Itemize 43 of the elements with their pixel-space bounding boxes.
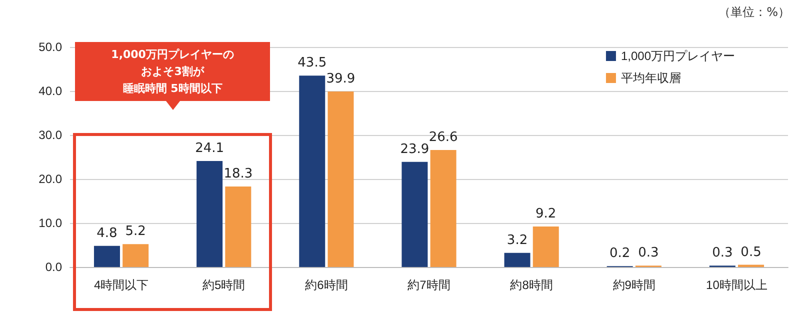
x-tick-label: 約6時間 — [305, 278, 348, 292]
data-label: 0.5 — [740, 244, 762, 260]
x-tick-label: 約7時間 — [408, 278, 450, 292]
bar — [196, 160, 223, 267]
data-label: 0.3 — [712, 246, 733, 261]
bar — [430, 150, 456, 267]
legend-label: 1,000万円プレイヤー — [620, 49, 735, 63]
data-label: 4.8 — [96, 226, 118, 241]
bar — [532, 226, 559, 267]
x-tick-label: 約9時間 — [612, 278, 656, 292]
bar — [328, 91, 354, 267]
data-label: 43.5 — [298, 56, 327, 71]
data-label: 23.9 — [400, 142, 430, 157]
y-tick-label: 40.0 — [38, 84, 62, 98]
text: （単位：%） — [718, 4, 790, 21]
y-tick-label: 0.0 — [45, 260, 62, 274]
data-label: 26.6 — [428, 130, 458, 145]
x-tick-label: 10時間以上 — [706, 278, 768, 292]
data-label: 5.2 — [125, 224, 146, 240]
x-tick-label: 約5時間 — [202, 278, 246, 292]
y-tick-label: 10.0 — [38, 216, 62, 230]
x-tick-label: 4時間以下 — [94, 278, 149, 292]
y-tick-label: 30.0 — [38, 128, 62, 142]
data-label: 0.2 — [610, 246, 630, 262]
data-label: 0.3 — [638, 246, 659, 261]
annotation: 睡眠時間 5時間以下 — [122, 81, 224, 97]
bar — [94, 246, 120, 267]
data-label: 3.2 — [506, 232, 528, 248]
x-tick-label: 約8時間 — [510, 278, 553, 292]
legend-label: 平均年収層 — [620, 71, 681, 85]
bar — [122, 244, 149, 267]
bar — [402, 162, 428, 267]
y-tick-label: 20.0 — [38, 172, 62, 186]
bar — [299, 76, 326, 267]
bar — [504, 252, 530, 267]
annotation: およそ3割が — [140, 64, 206, 80]
y-tick-label: 50.0 — [38, 40, 62, 54]
data-label: 24.1 — [195, 140, 224, 156]
bar — [225, 186, 252, 267]
data-label: 39.9 — [326, 71, 356, 86]
data-label: 18.3 — [224, 166, 253, 182]
data-label: 9.2 — [536, 206, 556, 222]
annotation: 1,000万円プレイヤーの — [110, 47, 235, 63]
